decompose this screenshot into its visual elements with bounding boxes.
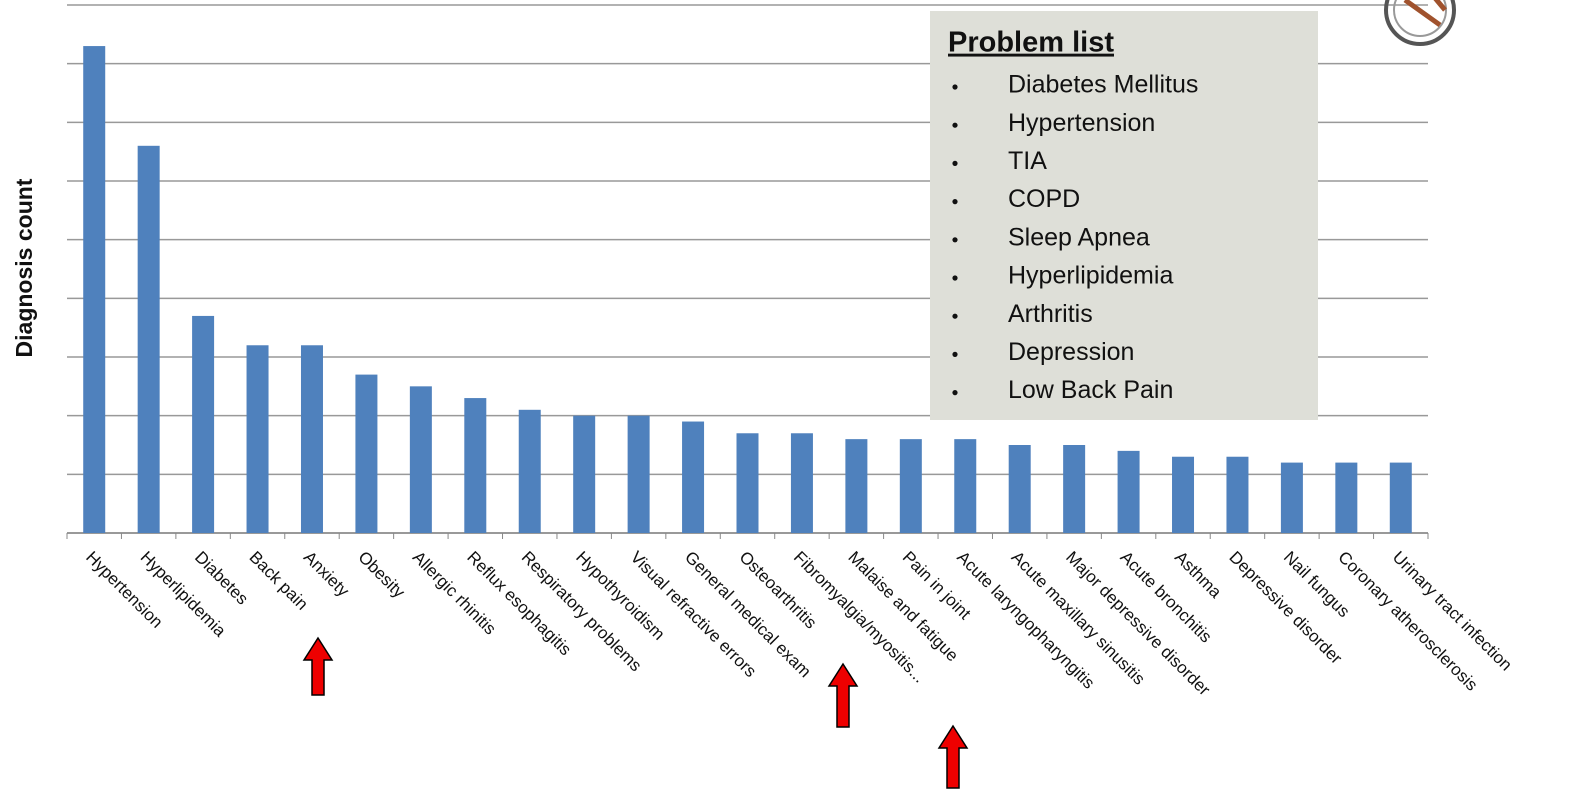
problem-list-title: Problem list [948, 27, 1114, 59]
bars [83, 46, 1412, 534]
y-axis-label: Diagnosis count [11, 178, 37, 357]
bar [518, 409, 541, 533]
bullet [952, 237, 958, 243]
bar [627, 415, 650, 533]
problem-list-item: Depression [1008, 338, 1134, 366]
x-tick-label: Anxiety [300, 548, 353, 601]
bar [954, 439, 977, 533]
x-tick-label: Asthma [1171, 548, 1226, 603]
bar [736, 433, 759, 533]
problem-list-item: COPD [1008, 185, 1080, 213]
bar [573, 415, 596, 533]
bar [1117, 450, 1140, 533]
bar [246, 345, 269, 533]
problem-list-items: Diabetes Mellitus Hypertension TIA COPD Slee… [952, 71, 1198, 404]
problem-list: Problem list Diabetes Mellitus Hypertensi… [930, 11, 1318, 420]
problem-list-box [930, 11, 1318, 420]
bike-icon [1384, 0, 1456, 46]
bar [192, 315, 215, 533]
bullet [952, 275, 958, 281]
x-tick-label: Acute bronchitis [1117, 548, 1216, 647]
bullet [952, 122, 958, 128]
bar [1008, 445, 1031, 533]
bar [409, 386, 432, 533]
bar [845, 439, 868, 533]
bar [1335, 462, 1358, 533]
bullet [952, 160, 958, 166]
bar [464, 398, 487, 533]
arrow [937, 724, 969, 789]
bullet [952, 84, 958, 90]
problem-list-item: TIA [1008, 147, 1047, 175]
bar [1226, 456, 1249, 533]
bar [682, 421, 705, 533]
x-tick-label: Reflux esophagitis [463, 548, 575, 660]
bar [355, 374, 378, 533]
x-tick-label: Obesity [354, 548, 409, 603]
x-tick-label: Back pain [246, 548, 312, 614]
bar [899, 439, 922, 533]
bullet [952, 199, 958, 205]
problem-list-item: Hyperlipidemia [1008, 262, 1173, 290]
bullet [952, 351, 958, 357]
bar [1172, 456, 1195, 533]
bar [790, 433, 813, 533]
bar [1063, 445, 1086, 533]
bar [300, 345, 323, 533]
arrow [302, 636, 334, 696]
problem-list-item: Sleep Apnea [1008, 223, 1150, 251]
problem-list-item: Low Back Pain [1008, 376, 1173, 404]
bullet [952, 390, 958, 396]
arrow [827, 662, 859, 728]
problem-list-item: Hypertension [1008, 109, 1155, 137]
bar [137, 145, 160, 534]
red-arrows [302, 636, 969, 789]
bullet [952, 313, 958, 319]
grid [66, 4, 1429, 539]
problem-list-item: Diabetes Mellitus [1008, 71, 1198, 99]
bar [1280, 462, 1303, 533]
problem-list-item: Arthritis [1008, 300, 1093, 328]
bar [1389, 462, 1412, 533]
bar [83, 46, 106, 534]
